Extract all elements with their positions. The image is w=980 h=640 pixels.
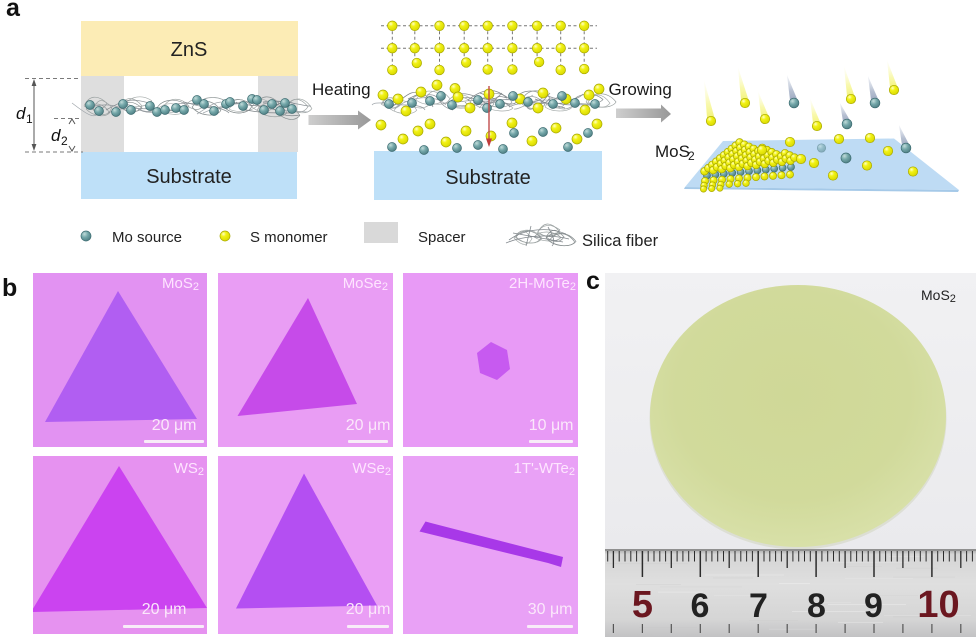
- svg-text:6: 6: [691, 587, 710, 625]
- svg-text:2: 2: [688, 149, 695, 163]
- svg-text:Heating: Heating: [312, 80, 371, 99]
- svg-text:7: 7: [749, 587, 768, 625]
- svg-text:5: 5: [632, 584, 653, 626]
- svg-text:Substrate: Substrate: [445, 167, 531, 189]
- svg-text:d: d: [51, 126, 61, 145]
- svg-text:ZnS: ZnS: [171, 39, 208, 61]
- svg-text:Mo source: Mo source: [112, 229, 182, 246]
- svg-text:Growing: Growing: [609, 80, 672, 99]
- svg-text:10: 10: [917, 584, 959, 626]
- svg-text:2: 2: [61, 134, 68, 148]
- svg-text:8: 8: [807, 587, 826, 625]
- svg-text:1: 1: [26, 112, 33, 126]
- svg-text:9: 9: [864, 587, 883, 625]
- svg-text:MoS: MoS: [655, 142, 690, 161]
- svg-text:d: d: [16, 104, 26, 123]
- svg-text:Spacer: Spacer: [418, 229, 466, 246]
- svg-text:Substrate: Substrate: [146, 166, 232, 188]
- svg-text:S monomer: S monomer: [250, 229, 328, 246]
- svg-text:Silica fiber: Silica fiber: [582, 232, 659, 250]
